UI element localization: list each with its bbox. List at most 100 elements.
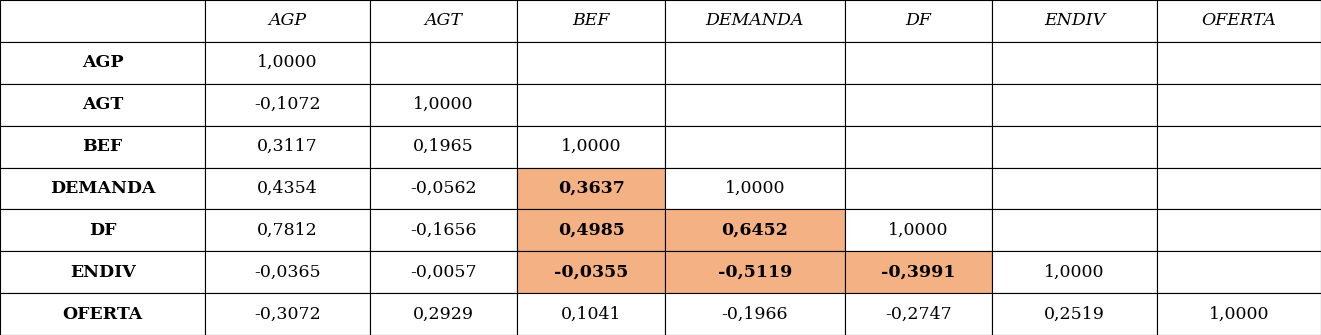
Text: -0,3072: -0,3072 — [254, 306, 321, 323]
Text: -0,0355: -0,0355 — [553, 264, 629, 281]
Bar — [0, 42, 206, 84]
Bar — [206, 251, 370, 293]
Bar — [1157, 84, 1321, 126]
Bar — [518, 84, 664, 126]
Text: 0,4354: 0,4354 — [258, 180, 318, 197]
Bar — [664, 126, 844, 168]
Text: BEF: BEF — [83, 138, 123, 155]
Text: 0,4985: 0,4985 — [557, 222, 625, 239]
Bar — [206, 209, 370, 251]
Bar — [664, 293, 844, 335]
Bar — [992, 84, 1157, 126]
Bar — [370, 42, 518, 84]
Text: 0,7812: 0,7812 — [258, 222, 318, 239]
Bar — [206, 126, 370, 168]
Bar — [992, 209, 1157, 251]
Text: AGP: AGP — [268, 12, 306, 29]
Bar — [370, 168, 518, 209]
Bar — [844, 168, 992, 209]
Text: -0,2747: -0,2747 — [885, 306, 952, 323]
Text: OFERTA: OFERTA — [1201, 12, 1276, 29]
Bar — [370, 126, 518, 168]
Bar — [518, 126, 664, 168]
Text: 1,0000: 1,0000 — [258, 54, 318, 71]
Bar — [518, 209, 664, 251]
Bar — [664, 0, 844, 42]
Bar — [370, 209, 518, 251]
Text: 0,2929: 0,2929 — [413, 306, 474, 323]
Bar — [992, 0, 1157, 42]
Bar — [518, 293, 664, 335]
Text: ENDIV: ENDIV — [1044, 12, 1104, 29]
Bar — [844, 209, 992, 251]
Text: 0,3117: 0,3117 — [258, 138, 318, 155]
Bar — [1157, 209, 1321, 251]
Bar — [0, 168, 206, 209]
Text: 1,0000: 1,0000 — [1209, 306, 1269, 323]
Bar — [992, 42, 1157, 84]
Bar — [370, 84, 518, 126]
Bar — [844, 0, 992, 42]
Text: DF: DF — [905, 12, 931, 29]
Bar — [992, 251, 1157, 293]
Text: 0,3637: 0,3637 — [557, 180, 625, 197]
Bar — [664, 251, 844, 293]
Bar — [1157, 42, 1321, 84]
Text: -0,1656: -0,1656 — [411, 222, 477, 239]
Text: DF: DF — [89, 222, 116, 239]
Text: BEF: BEF — [572, 12, 610, 29]
Text: ENDIV: ENDIV — [70, 264, 136, 281]
Bar — [664, 42, 844, 84]
Text: AGP: AGP — [82, 54, 123, 71]
Bar — [0, 251, 206, 293]
Text: DEMANDA: DEMANDA — [705, 12, 804, 29]
Text: 1,0000: 1,0000 — [413, 96, 474, 113]
Bar — [206, 168, 370, 209]
Bar — [992, 293, 1157, 335]
Bar — [992, 168, 1157, 209]
Bar — [0, 209, 206, 251]
Bar — [0, 0, 206, 42]
Bar — [844, 84, 992, 126]
Text: 1,0000: 1,0000 — [725, 180, 785, 197]
Text: 1,0000: 1,0000 — [1044, 264, 1104, 281]
Bar — [1157, 126, 1321, 168]
Text: 1,0000: 1,0000 — [561, 138, 621, 155]
Bar — [664, 84, 844, 126]
Text: -0,3991: -0,3991 — [881, 264, 955, 281]
Text: 1,0000: 1,0000 — [888, 222, 948, 239]
Text: OFERTA: OFERTA — [62, 306, 143, 323]
Bar — [1157, 0, 1321, 42]
Text: AGT: AGT — [424, 12, 462, 29]
Bar — [518, 168, 664, 209]
Text: -0,5119: -0,5119 — [717, 264, 793, 281]
Text: 0,1965: 0,1965 — [413, 138, 474, 155]
Bar — [206, 42, 370, 84]
Bar — [1157, 293, 1321, 335]
Text: -0,0057: -0,0057 — [411, 264, 477, 281]
Bar — [844, 42, 992, 84]
Text: 0,2519: 0,2519 — [1044, 306, 1104, 323]
Text: DEMANDA: DEMANDA — [50, 180, 156, 197]
Bar — [0, 126, 206, 168]
Bar — [844, 293, 992, 335]
Bar — [1157, 251, 1321, 293]
Bar — [206, 293, 370, 335]
Bar — [206, 0, 370, 42]
Text: AGT: AGT — [82, 96, 123, 113]
Bar — [0, 84, 206, 126]
Bar — [518, 42, 664, 84]
Bar — [206, 84, 370, 126]
Bar — [518, 251, 664, 293]
Bar — [844, 126, 992, 168]
Bar — [370, 0, 518, 42]
Text: -0,0562: -0,0562 — [411, 180, 477, 197]
Bar — [664, 168, 844, 209]
Text: 0,1041: 0,1041 — [561, 306, 621, 323]
Text: -0,1072: -0,1072 — [255, 96, 321, 113]
Text: -0,1966: -0,1966 — [721, 306, 789, 323]
Bar — [844, 251, 992, 293]
Bar — [1157, 168, 1321, 209]
Bar — [0, 293, 206, 335]
Bar — [370, 293, 518, 335]
